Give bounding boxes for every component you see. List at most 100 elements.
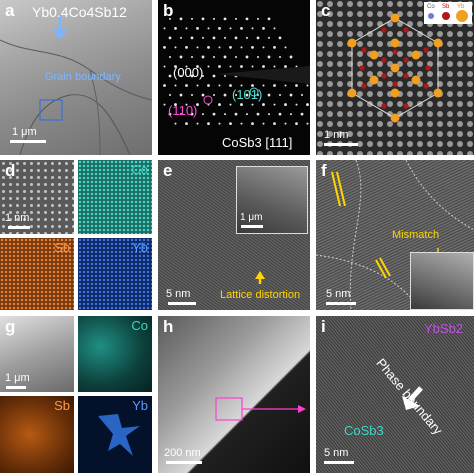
diffraction-spot: [234, 112, 238, 116]
panel-a-scale-text: 1 μm: [12, 126, 37, 138]
diffraction-spot: [212, 36, 216, 40]
yb-atom: [390, 88, 400, 98]
diffraction-spot: [163, 65, 166, 68]
atom-column: [327, 11, 333, 17]
atom-column: [327, 101, 333, 107]
atom-column: [447, 41, 453, 47]
diffraction-spot: [229, 65, 232, 68]
atom-column: [417, 121, 423, 127]
atom-column: [337, 121, 343, 127]
panel-d-scale-text: 1 nm: [5, 212, 30, 224]
atom-column: [357, 131, 363, 137]
atom-column: [377, 1, 383, 7]
sb-atom: [403, 27, 409, 33]
diffraction-spot: [174, 122, 177, 125]
diffraction-spot: [240, 103, 243, 106]
panel-g-scalebar: [6, 386, 26, 389]
atom-column: [437, 131, 443, 137]
diffraction-spot: [191, 55, 193, 58]
atom-column: [367, 141, 373, 147]
atom-column: [457, 51, 463, 57]
atom-column: [457, 131, 463, 137]
atom-column: [317, 21, 323, 27]
sb-atom: [381, 27, 387, 33]
atom-column: [467, 41, 473, 47]
yb-atom: [390, 113, 400, 123]
panel-h-scalebar: [166, 461, 202, 464]
atom-column: [447, 91, 453, 97]
panel-d-scalebar: [8, 226, 30, 229]
diffraction-spot: [185, 84, 188, 87]
diffraction-spot: [180, 113, 182, 116]
yb-atom: [369, 50, 379, 60]
diffraction-spot: [256, 112, 260, 116]
atom-column: [457, 111, 463, 117]
atom-column: [467, 131, 473, 137]
atom-column: [417, 131, 423, 137]
diffraction-spot: [262, 84, 265, 87]
diffraction-spot: [190, 36, 194, 40]
panel-g-yb-cluster: [98, 414, 140, 456]
atom-column: [417, 31, 423, 37]
atom-column: [427, 31, 433, 37]
diffraction-spot: [190, 74, 194, 78]
diffraction-spot: [284, 65, 287, 68]
panel-g-yb-map: Yb: [78, 396, 152, 473]
diffraction-spot: [295, 103, 298, 106]
atom-column: [387, 31, 393, 37]
diffraction-spot: [306, 84, 309, 87]
sb-atom: [381, 103, 387, 109]
atom-column: [467, 61, 473, 67]
sb-atom: [403, 57, 409, 63]
atom-column: [457, 121, 463, 127]
atom-column: [437, 151, 443, 155]
panel-b-diffraction: [163, 17, 310, 126]
panel-b: b (000) (110) (101) CoSb3 [111]: [158, 0, 310, 155]
atom-column: [417, 41, 423, 47]
atom-column: [397, 1, 403, 7]
atom-column: [347, 151, 353, 155]
panel-g-co-label: Co: [131, 318, 148, 333]
atom-column: [397, 71, 403, 77]
panel-i-phase-top: YbSb2: [424, 321, 464, 336]
atom-column: [327, 21, 333, 27]
diffraction-spot: [179, 55, 183, 59]
panel-a-annotation: Grain boundary: [45, 71, 121, 83]
atom-column: [457, 151, 463, 155]
atom-column: [337, 111, 343, 117]
atom-column: [417, 91, 423, 97]
diffraction-spot: [251, 46, 254, 49]
diffraction-spot: [273, 65, 276, 68]
diffraction-spot: [218, 46, 221, 49]
diffraction-spot: [245, 17, 249, 21]
diffraction-spot: [240, 46, 243, 49]
yb-atom: [347, 38, 357, 48]
atom-column: [317, 61, 323, 67]
diffraction-spot: [218, 26, 221, 30]
panel-g-haadf: [0, 316, 74, 392]
atom-column: [337, 151, 343, 155]
panel-c-legend: Co Sb Yb: [424, 2, 472, 24]
diffraction-spot: [300, 112, 304, 116]
panel-a-title: Yb0.4Co4Sb12: [32, 4, 127, 20]
diffraction-spot: [256, 36, 260, 40]
sb-atom: [361, 47, 367, 53]
panel-b-spot-110: (110): [168, 103, 198, 118]
diffraction-spot: [262, 46, 265, 49]
panel-i-label: i: [321, 317, 326, 336]
diffraction-spot: [191, 94, 193, 97]
atom-column: [397, 141, 403, 147]
diffraction-spot: [268, 113, 270, 116]
atom-column: [347, 31, 353, 37]
diffraction-spot: [212, 74, 216, 78]
diffraction-spot: [179, 17, 183, 21]
atom-column: [317, 101, 323, 107]
sb-atom: [392, 81, 398, 87]
atom-column: [337, 11, 343, 17]
atom-column: [357, 151, 363, 155]
atom-column: [447, 151, 453, 155]
yb-atom: [390, 13, 400, 23]
panel-e-scalebar: [168, 302, 196, 305]
atom-column: [377, 41, 383, 47]
